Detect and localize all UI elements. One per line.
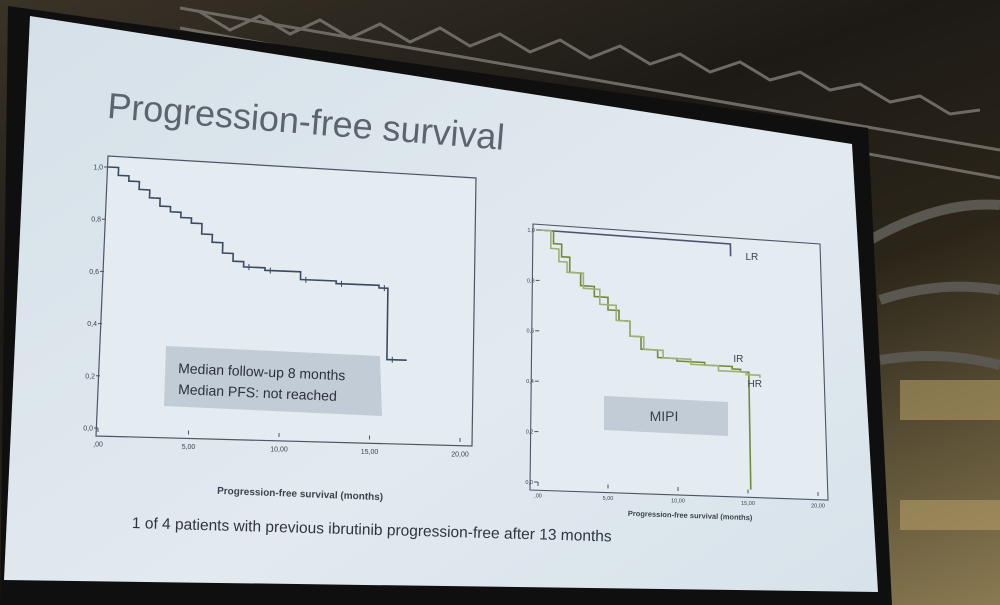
- chart1-y-tick-label: 0,2: [85, 373, 95, 380]
- chart2-y-tick-label: 0,0: [525, 480, 533, 486]
- chart2-plot-frame: [530, 224, 828, 500]
- chart1-x-tick-label: ,00: [93, 442, 103, 449]
- chart2-y-tick-label: 0,8: [527, 278, 535, 284]
- chart2-series-label-lr: LR: [745, 252, 758, 263]
- chart2-annotation-mipi: MIPI: [650, 408, 679, 424]
- chart2-x-tick-label: 10,00: [671, 499, 685, 505]
- chart1-y-tick-label: 0,8: [91, 217, 101, 224]
- chart1-x-tick-label: 20,00: [451, 452, 469, 459]
- chart1-x-tick-label: 10,00: [270, 447, 288, 454]
- chart2-x-tick-label: ,00: [534, 494, 542, 500]
- chart1-y-tick-label: 1,0: [93, 164, 103, 171]
- chart1-x-tick-label: 15,00: [361, 449, 379, 456]
- chart1-y-tick-label: 0,0: [83, 425, 93, 432]
- chart2-y-tick-label: 1,0: [527, 228, 535, 234]
- chart1-x-tick-label: 5,00: [182, 444, 196, 451]
- chart2-series-label-ir: IR: [733, 354, 743, 365]
- chart-mipi-pfs: ,00 5,00 10,00 15,00 20,00 0,0 0,2 0,4 0,6 0,8 1,0…: [525, 224, 828, 522]
- chart1-y-tick-label: 0,4: [87, 321, 97, 328]
- chart2-y-tick-label: 0,2: [526, 430, 534, 436]
- chart2-y-tick-label: 0,4: [526, 379, 534, 385]
- chart2-x-tick-label: 15,00: [741, 501, 755, 507]
- chart2-y-tick-label: 0,6: [527, 329, 535, 335]
- chart2-series-label-hr: HR: [748, 379, 762, 390]
- chart1-y-tick-label: 0,6: [89, 269, 99, 276]
- chart2-x-tick-label: 20,00: [811, 504, 825, 510]
- chart2-x-tick-label: 5,00: [603, 496, 614, 502]
